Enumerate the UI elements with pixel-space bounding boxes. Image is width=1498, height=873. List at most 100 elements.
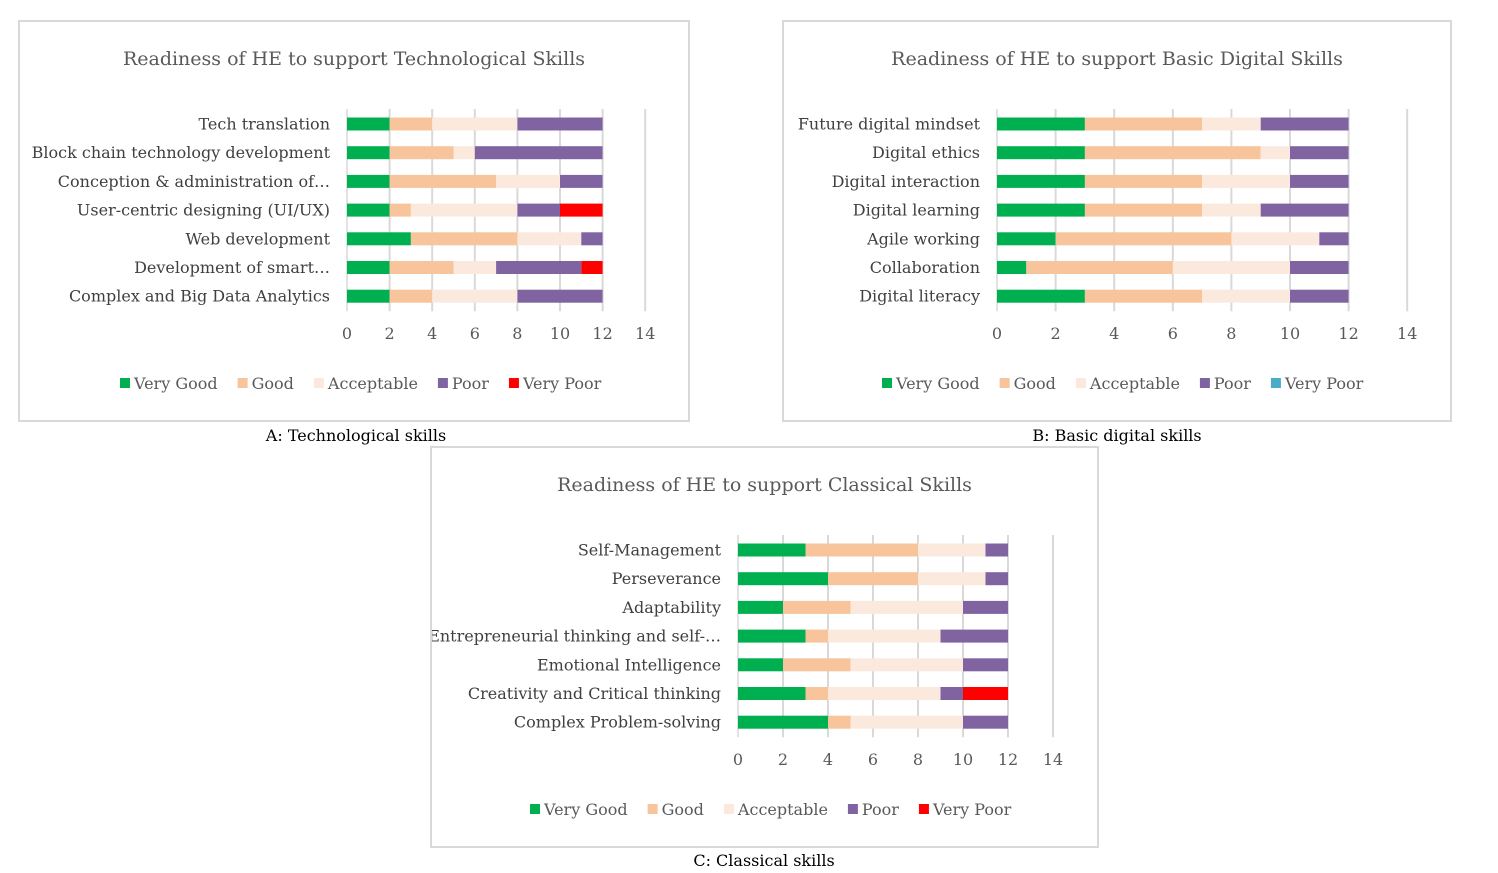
x-tick-label: 6: [470, 324, 480, 343]
bar-good: [805, 687, 828, 700]
bar-good: [1084, 146, 1261, 160]
bar-poor: [940, 687, 963, 700]
bar-acceptable: [918, 572, 986, 586]
bar-very-good: [997, 174, 1085, 188]
bar-very-good: [347, 174, 390, 188]
bar-good: [410, 232, 518, 246]
bar-acceptable: [1231, 232, 1320, 246]
category-label: Entrepreneurial thinking and self-…: [432, 627, 721, 646]
bar-poor: [985, 543, 1008, 557]
bar-very-good: [738, 658, 783, 672]
x-tick-label: 14: [1043, 750, 1063, 769]
legend-label-poor: Poor: [862, 800, 899, 819]
bar-poor: [1290, 174, 1349, 188]
legend-swatch-good: [999, 378, 1010, 388]
x-tick-label: 12: [998, 750, 1018, 769]
bar-very-good: [997, 117, 1085, 131]
bar-very-good: [997, 203, 1085, 217]
bar-very-good: [997, 261, 1027, 274]
x-tick-label: 8: [512, 324, 522, 343]
legend-label-acceptable: Acceptable: [327, 374, 418, 393]
bar-very-good: [738, 600, 783, 614]
bar-poor: [1290, 146, 1349, 160]
caption-technological: A: Technological skills: [265, 426, 447, 445]
bar-poor: [517, 289, 603, 303]
bar-good: [1084, 289, 1203, 303]
category-label: Digital interaction: [832, 172, 980, 191]
legend-label-very-poor: Very Poor: [932, 800, 1012, 819]
bar-very-good: [347, 117, 390, 131]
legend-swatch-very-good: [882, 378, 892, 388]
category-label: Self-Management: [578, 541, 722, 560]
bar-good: [389, 117, 433, 131]
legend-label-very-good: Very Good: [543, 800, 628, 819]
bar-acceptable: [1172, 261, 1290, 274]
bar-very-good: [997, 232, 1056, 246]
bar-poor: [963, 600, 1008, 614]
bar-very-good: [347, 203, 390, 217]
category-label: Web development: [185, 229, 330, 248]
chart-classical: Readiness of HE to support Classical Ski…: [432, 474, 1063, 819]
category-label: Emotional Intelligence: [537, 655, 721, 674]
bar-very-poor: [963, 687, 1008, 700]
bar-good: [1055, 232, 1232, 246]
bar-poor: [517, 203, 560, 217]
category-label: Perseverance: [612, 569, 721, 588]
bar-very-good: [738, 715, 828, 729]
category-label: Future digital mindset: [798, 115, 981, 134]
chart-technological: Readiness of HE to support Technological…: [32, 48, 656, 393]
x-tick-label: 6: [868, 750, 878, 769]
category-label: Digital learning: [853, 201, 980, 220]
bar-acceptable: [432, 117, 518, 131]
legend-swatch-very-poor: [918, 804, 929, 814]
x-tick-label: 4: [1109, 324, 1119, 343]
bar-acceptable: [1202, 203, 1261, 217]
x-tick-label: 8: [913, 750, 923, 769]
category-label: Development of smart…: [134, 258, 330, 277]
x-tick-label: 10: [1280, 324, 1300, 343]
bar-acceptable: [850, 600, 963, 614]
x-tick-label: 12: [1338, 324, 1358, 343]
bar-poor: [1290, 289, 1349, 303]
x-tick-label: 2: [778, 750, 788, 769]
bar-acceptable: [517, 232, 582, 246]
chart-title: Readiness of HE to support Classical Ski…: [557, 474, 972, 496]
legend-label-good: Good: [252, 374, 294, 393]
x-tick-label: 6: [1168, 324, 1178, 343]
bar-very-poor: [581, 261, 603, 274]
bar-good: [389, 146, 454, 160]
x-tick-label: 4: [427, 324, 437, 343]
bar-very-good: [997, 289, 1085, 303]
chart-panel-basic-digital: Readiness of HE to support Basic Digital…: [782, 20, 1452, 422]
bar-very-good: [738, 572, 828, 586]
bar-poor: [474, 146, 603, 160]
bar-good: [783, 600, 851, 614]
bar-very-good: [738, 629, 806, 643]
legend-swatch-acceptable: [723, 804, 734, 814]
bar-poor: [1260, 203, 1349, 217]
bar-acceptable: [1260, 146, 1290, 160]
category-label: Agile working: [866, 229, 980, 248]
bar-poor: [1260, 117, 1349, 131]
bar-good: [389, 203, 411, 217]
bar-poor: [963, 658, 1008, 672]
legend-label-very-good: Very Good: [895, 374, 980, 393]
x-tick-label: 0: [733, 750, 743, 769]
bar-acceptable: [432, 289, 518, 303]
bar-acceptable: [850, 658, 963, 672]
x-tick-label: 0: [342, 324, 352, 343]
legend-label-good: Good: [662, 800, 704, 819]
bar-acceptable: [918, 543, 986, 557]
bar-good: [1026, 261, 1173, 274]
bar-good: [389, 174, 497, 188]
category-label: Digital ethics: [872, 143, 980, 162]
bar-very-good: [738, 687, 806, 700]
category-label: Complex Problem-solving: [514, 713, 721, 732]
bar-acceptable: [1202, 117, 1261, 131]
bar-good: [389, 289, 433, 303]
x-tick-label: 4: [823, 750, 833, 769]
bar-very-good: [347, 289, 390, 303]
bar-poor: [940, 629, 1008, 643]
bar-acceptable: [496, 174, 560, 188]
bar-acceptable: [828, 629, 941, 643]
